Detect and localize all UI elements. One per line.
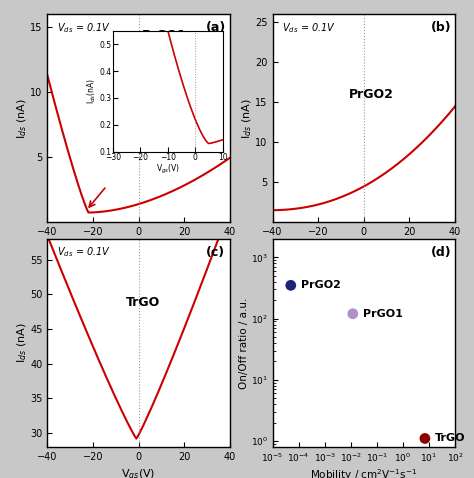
- X-axis label: V$_{gs}$(V): V$_{gs}$(V): [346, 243, 381, 259]
- Text: V$_{ds}$ = 0.1V: V$_{ds}$ = 0.1V: [282, 21, 336, 35]
- Y-axis label: I$_{ds}$ (nA): I$_{ds}$ (nA): [15, 98, 29, 139]
- Text: PrGO1: PrGO1: [363, 309, 403, 319]
- Text: TrGO: TrGO: [435, 434, 466, 444]
- Text: V$_{ds}$ = 0.1V: V$_{ds}$ = 0.1V: [56, 21, 110, 35]
- Text: V$_{ds}$ = 0.1V: V$_{ds}$ = 0.1V: [56, 246, 110, 260]
- Y-axis label: I$_{ds}$ (nA): I$_{ds}$ (nA): [15, 323, 28, 363]
- Text: (c): (c): [206, 246, 225, 259]
- Text: PrGO2: PrGO2: [349, 87, 394, 100]
- Point: [287, 282, 294, 289]
- Text: PrGO2: PrGO2: [301, 280, 341, 290]
- Point: [421, 435, 428, 442]
- Y-axis label: On/Off ratio / a.u.: On/Off ratio / a.u.: [239, 297, 249, 389]
- Text: (b): (b): [431, 21, 452, 34]
- X-axis label: V$_{gs}$(V): V$_{gs}$(V): [121, 467, 156, 478]
- Text: (a): (a): [206, 21, 227, 34]
- Point: [349, 310, 356, 317]
- X-axis label: Mobility / cm$^2$V$^{-1}$s$^{-1}$: Mobility / cm$^2$V$^{-1}$s$^{-1}$: [310, 467, 418, 478]
- Y-axis label: I$_{ds}$ (nA): I$_{ds}$ (nA): [240, 98, 254, 139]
- X-axis label: V$_{gs}$(V): V$_{gs}$(V): [121, 243, 156, 259]
- Text: (d): (d): [431, 246, 452, 259]
- Text: PrGO1: PrGO1: [142, 29, 187, 42]
- Text: TrGO: TrGO: [126, 295, 160, 308]
